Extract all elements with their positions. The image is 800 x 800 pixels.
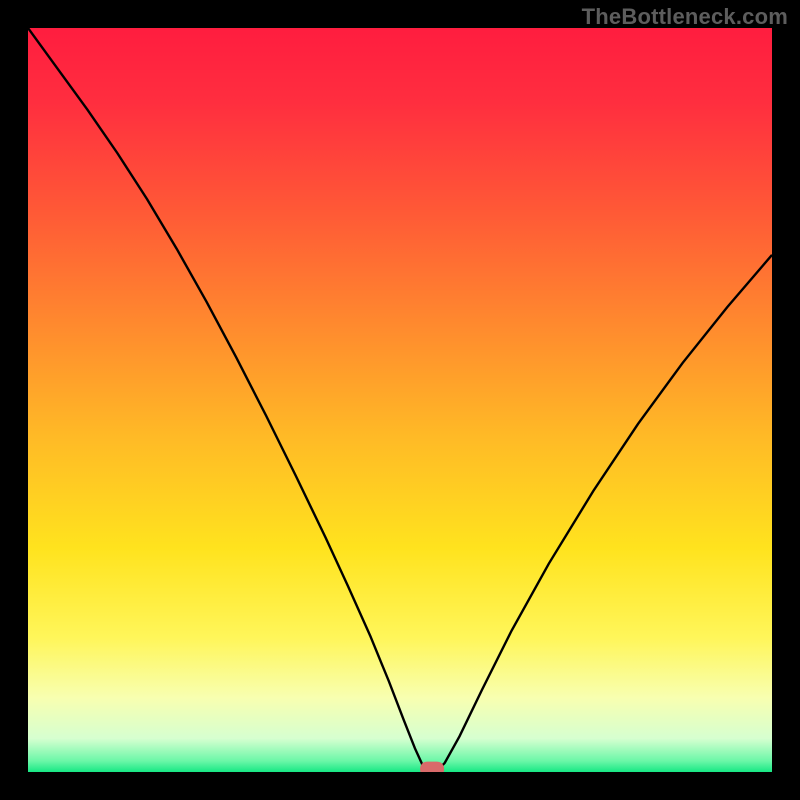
frame-border-left — [0, 0, 28, 800]
chart-frame: TheBottleneck.com — [0, 0, 800, 800]
optimum-marker — [420, 762, 444, 772]
plot-area — [28, 28, 772, 772]
frame-border-bottom — [0, 772, 800, 800]
frame-border-right — [772, 0, 800, 800]
curve-path — [28, 28, 772, 772]
watermark-text: TheBottleneck.com — [582, 4, 788, 30]
bottleneck-curve — [28, 28, 772, 772]
